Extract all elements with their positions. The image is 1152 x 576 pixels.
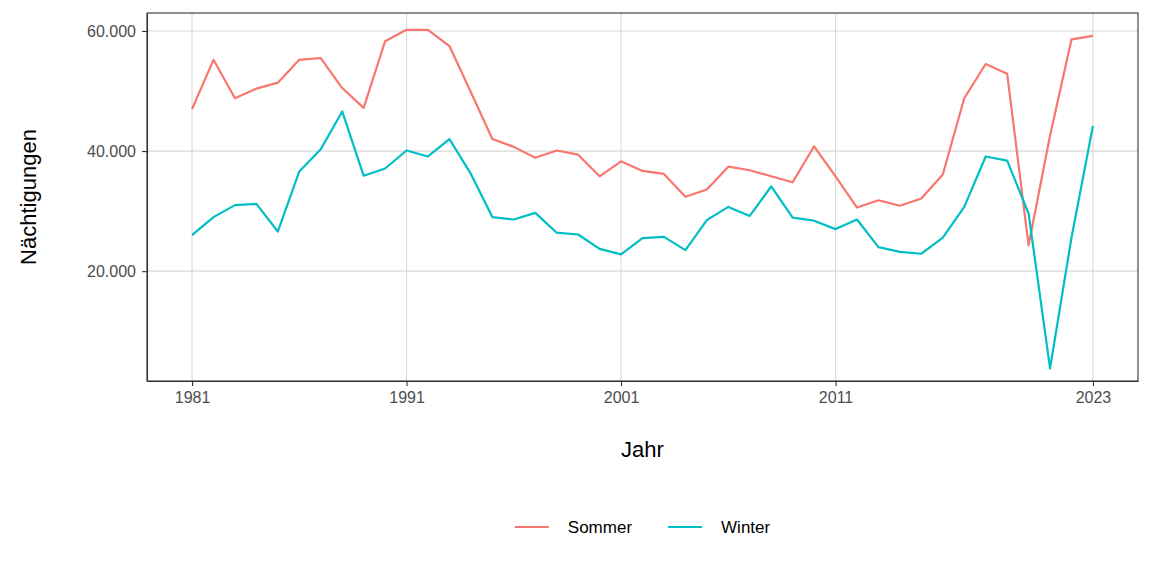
tick-label: 40.000 bbox=[87, 143, 136, 160]
series-line bbox=[192, 111, 1093, 368]
legend-label: Sommer bbox=[568, 518, 633, 537]
tick-label: 2001 bbox=[604, 389, 640, 406]
tick: 1991 bbox=[389, 381, 425, 406]
y-axis-title: Nächtigungen bbox=[16, 129, 41, 265]
tick: 40.000 bbox=[87, 143, 147, 160]
grid-line bbox=[191, 13, 192, 381]
grid-line bbox=[620, 13, 621, 381]
axis-line bbox=[147, 14, 148, 382]
grid bbox=[147, 13, 1138, 381]
tick: 60.000 bbox=[87, 23, 147, 40]
tick-label: 60.000 bbox=[87, 23, 136, 40]
tick-mark bbox=[142, 31, 147, 32]
tick: 2001 bbox=[604, 381, 640, 406]
tick-mark bbox=[621, 381, 622, 386]
tick-label: 20.000 bbox=[87, 263, 136, 280]
tick-mark bbox=[406, 381, 407, 386]
plot-background bbox=[147, 13, 1138, 381]
grid-line bbox=[406, 13, 407, 381]
chart: 1981 1991 2001 2011 2023 20.000 40.000 60.000 Ja… bbox=[0, 0, 1152, 576]
tick-mark bbox=[142, 151, 147, 152]
grid-line bbox=[835, 13, 836, 381]
lines bbox=[192, 30, 1093, 369]
legend-item: Sommer bbox=[515, 518, 633, 537]
axis-line bbox=[148, 381, 1139, 382]
tick-label: 1991 bbox=[389, 389, 425, 406]
grid-line bbox=[147, 151, 1138, 152]
y-axis: 20.000 40.000 60.000 bbox=[87, 14, 147, 382]
tick-label: 1981 bbox=[175, 389, 211, 406]
legend-item: Winter bbox=[668, 518, 770, 537]
legend-label: Winter bbox=[721, 518, 770, 537]
tick-mark bbox=[192, 381, 193, 386]
tick-mark bbox=[142, 271, 147, 272]
x-axis: 1981 1991 2001 2011 2023 bbox=[148, 381, 1139, 406]
tick: 1981 bbox=[175, 381, 211, 406]
legend: Sommer Winter bbox=[515, 518, 771, 537]
x-axis-title: Jahr bbox=[621, 437, 664, 462]
grid-line bbox=[147, 30, 1138, 31]
tick-label: 2023 bbox=[1076, 389, 1112, 406]
tick: 2011 bbox=[819, 381, 854, 406]
grid-line bbox=[147, 271, 1138, 272]
grid-line bbox=[1092, 13, 1093, 381]
legend-key bbox=[668, 526, 702, 528]
tick: 20.000 bbox=[87, 263, 147, 280]
tick-mark bbox=[836, 381, 837, 386]
legend-key bbox=[515, 526, 549, 528]
tick-label: 2011 bbox=[819, 389, 854, 406]
tick: 2023 bbox=[1076, 381, 1112, 406]
plot-frame bbox=[147, 13, 1138, 381]
tick-mark bbox=[1093, 381, 1094, 386]
